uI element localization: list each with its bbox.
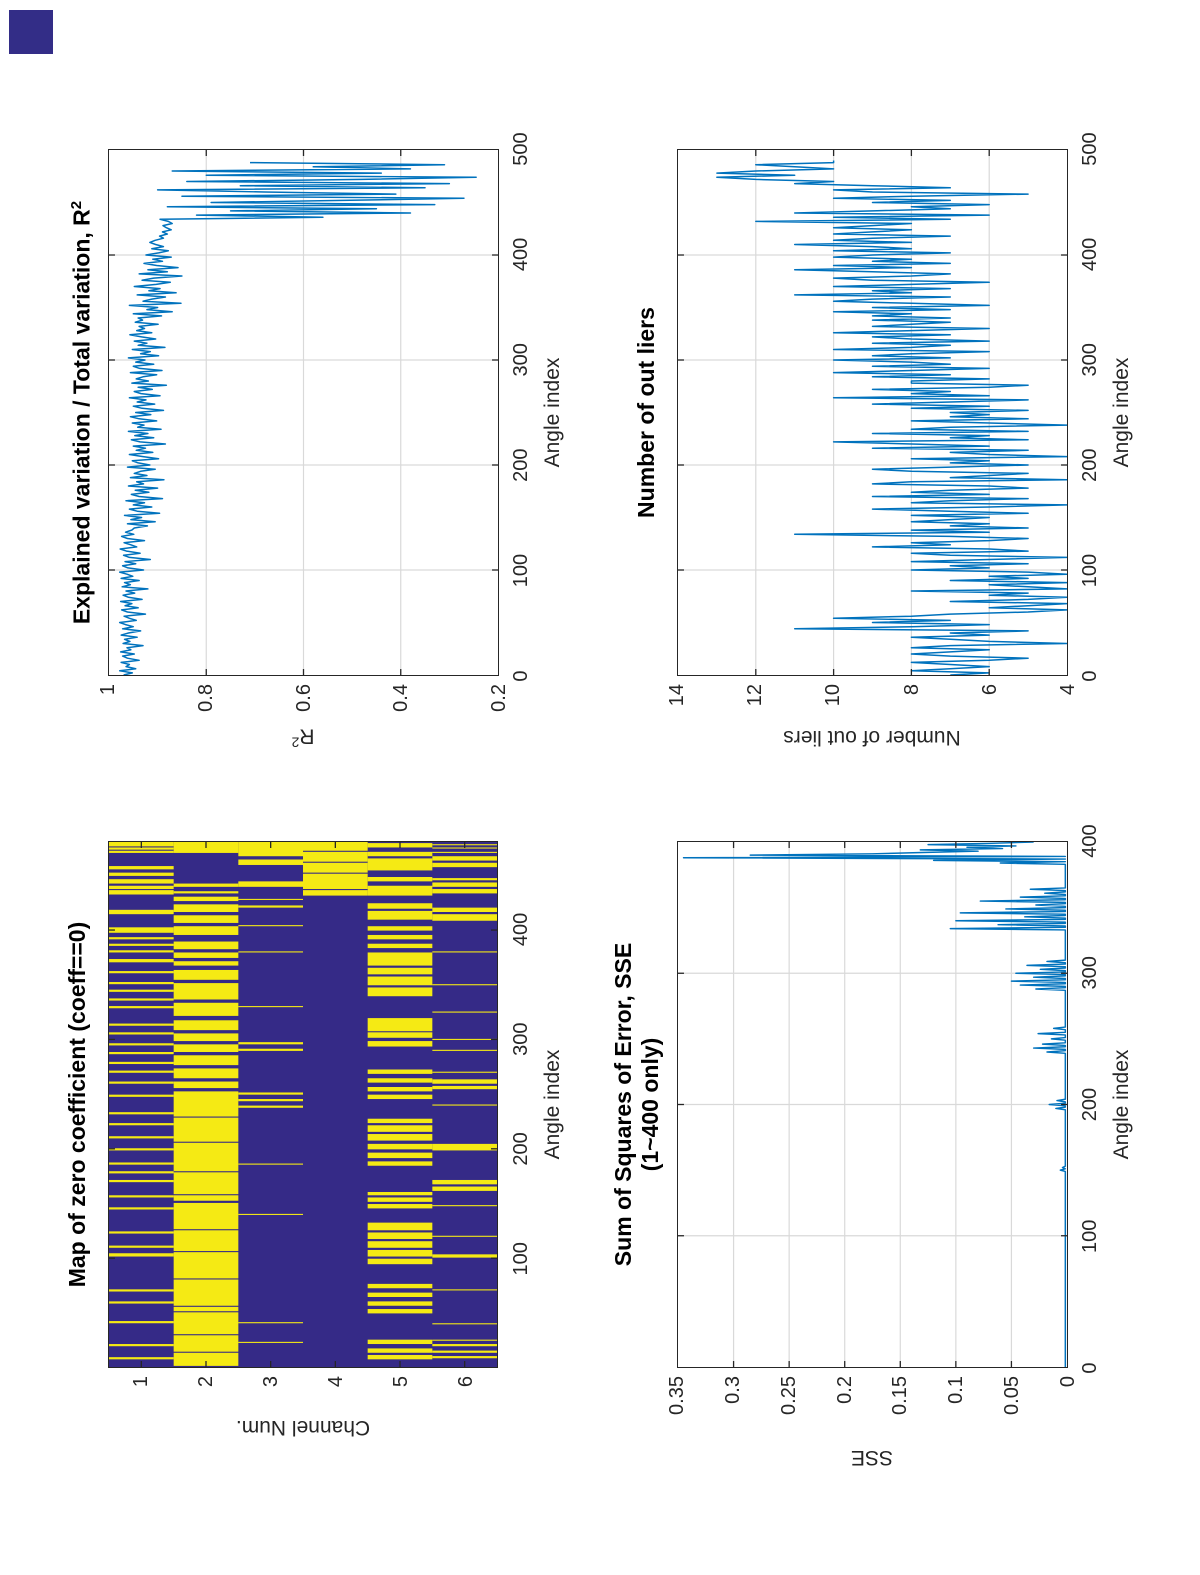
y-tick-label: 10: [822, 684, 845, 707]
x-tick-label: 500: [1079, 132, 1101, 166]
line-chart-axes: [677, 149, 1068, 676]
x-tick-label: 200: [1079, 448, 1101, 482]
x-tick-label: 400: [1079, 237, 1101, 272]
y-tick-label: 14: [666, 684, 688, 707]
x-tick-label: 0: [1079, 670, 1101, 682]
x-axis-label: Angle index: [1110, 357, 1133, 468]
x-tick-label: 100: [1079, 553, 1101, 588]
y-tick-label: 6: [978, 684, 1001, 696]
line-chart-canvas: [678, 842, 1067, 1367]
y-axis-label: Number of out liers: [783, 726, 961, 749]
y-tick-label: 12: [744, 684, 767, 707]
heatmap-axes: [108, 841, 498, 1368]
line-chart-axes: [677, 841, 1068, 1368]
line-chart-canvas: [678, 150, 1067, 675]
y-tick-label: 4: [1057, 684, 1079, 696]
line-chart-axes: [108, 149, 499, 676]
x-tick-label: 300: [1079, 343, 1101, 377]
plot-title: Number of out liers: [633, 307, 659, 518]
heatmap-canvas: [109, 842, 497, 1367]
line-chart-canvas: [109, 150, 498, 675]
y-tick-label: 8: [900, 684, 923, 696]
